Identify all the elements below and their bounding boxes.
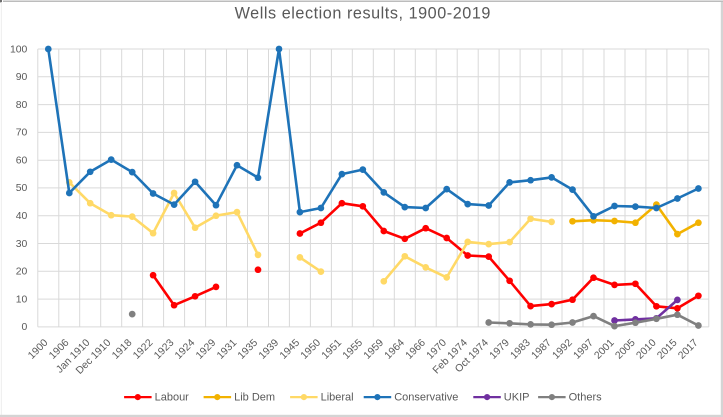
svg-text:30: 30 [16,239,28,250]
svg-text:100: 100 [10,44,28,55]
svg-text:10: 10 [16,294,28,305]
svg-text:Wells election results, 1900-2: Wells election results, 1900-2019 [235,4,491,22]
svg-text:0: 0 [22,322,28,333]
svg-text:40: 40 [16,211,28,222]
svg-text:Labour: Labour [155,391,190,403]
svg-text:80: 80 [16,100,28,111]
svg-text:Lib Dem: Lib Dem [234,391,275,403]
svg-text:60: 60 [16,156,28,167]
svg-text:Liberal: Liberal [321,391,354,403]
svg-text:Conservative: Conservative [394,391,458,403]
svg-text:50: 50 [16,183,28,194]
svg-text:20: 20 [16,267,28,278]
svg-text:Others: Others [569,391,603,403]
svg-text:90: 90 [16,72,28,83]
svg-text:UKIP: UKIP [504,391,530,403]
svg-text:70: 70 [16,128,28,139]
